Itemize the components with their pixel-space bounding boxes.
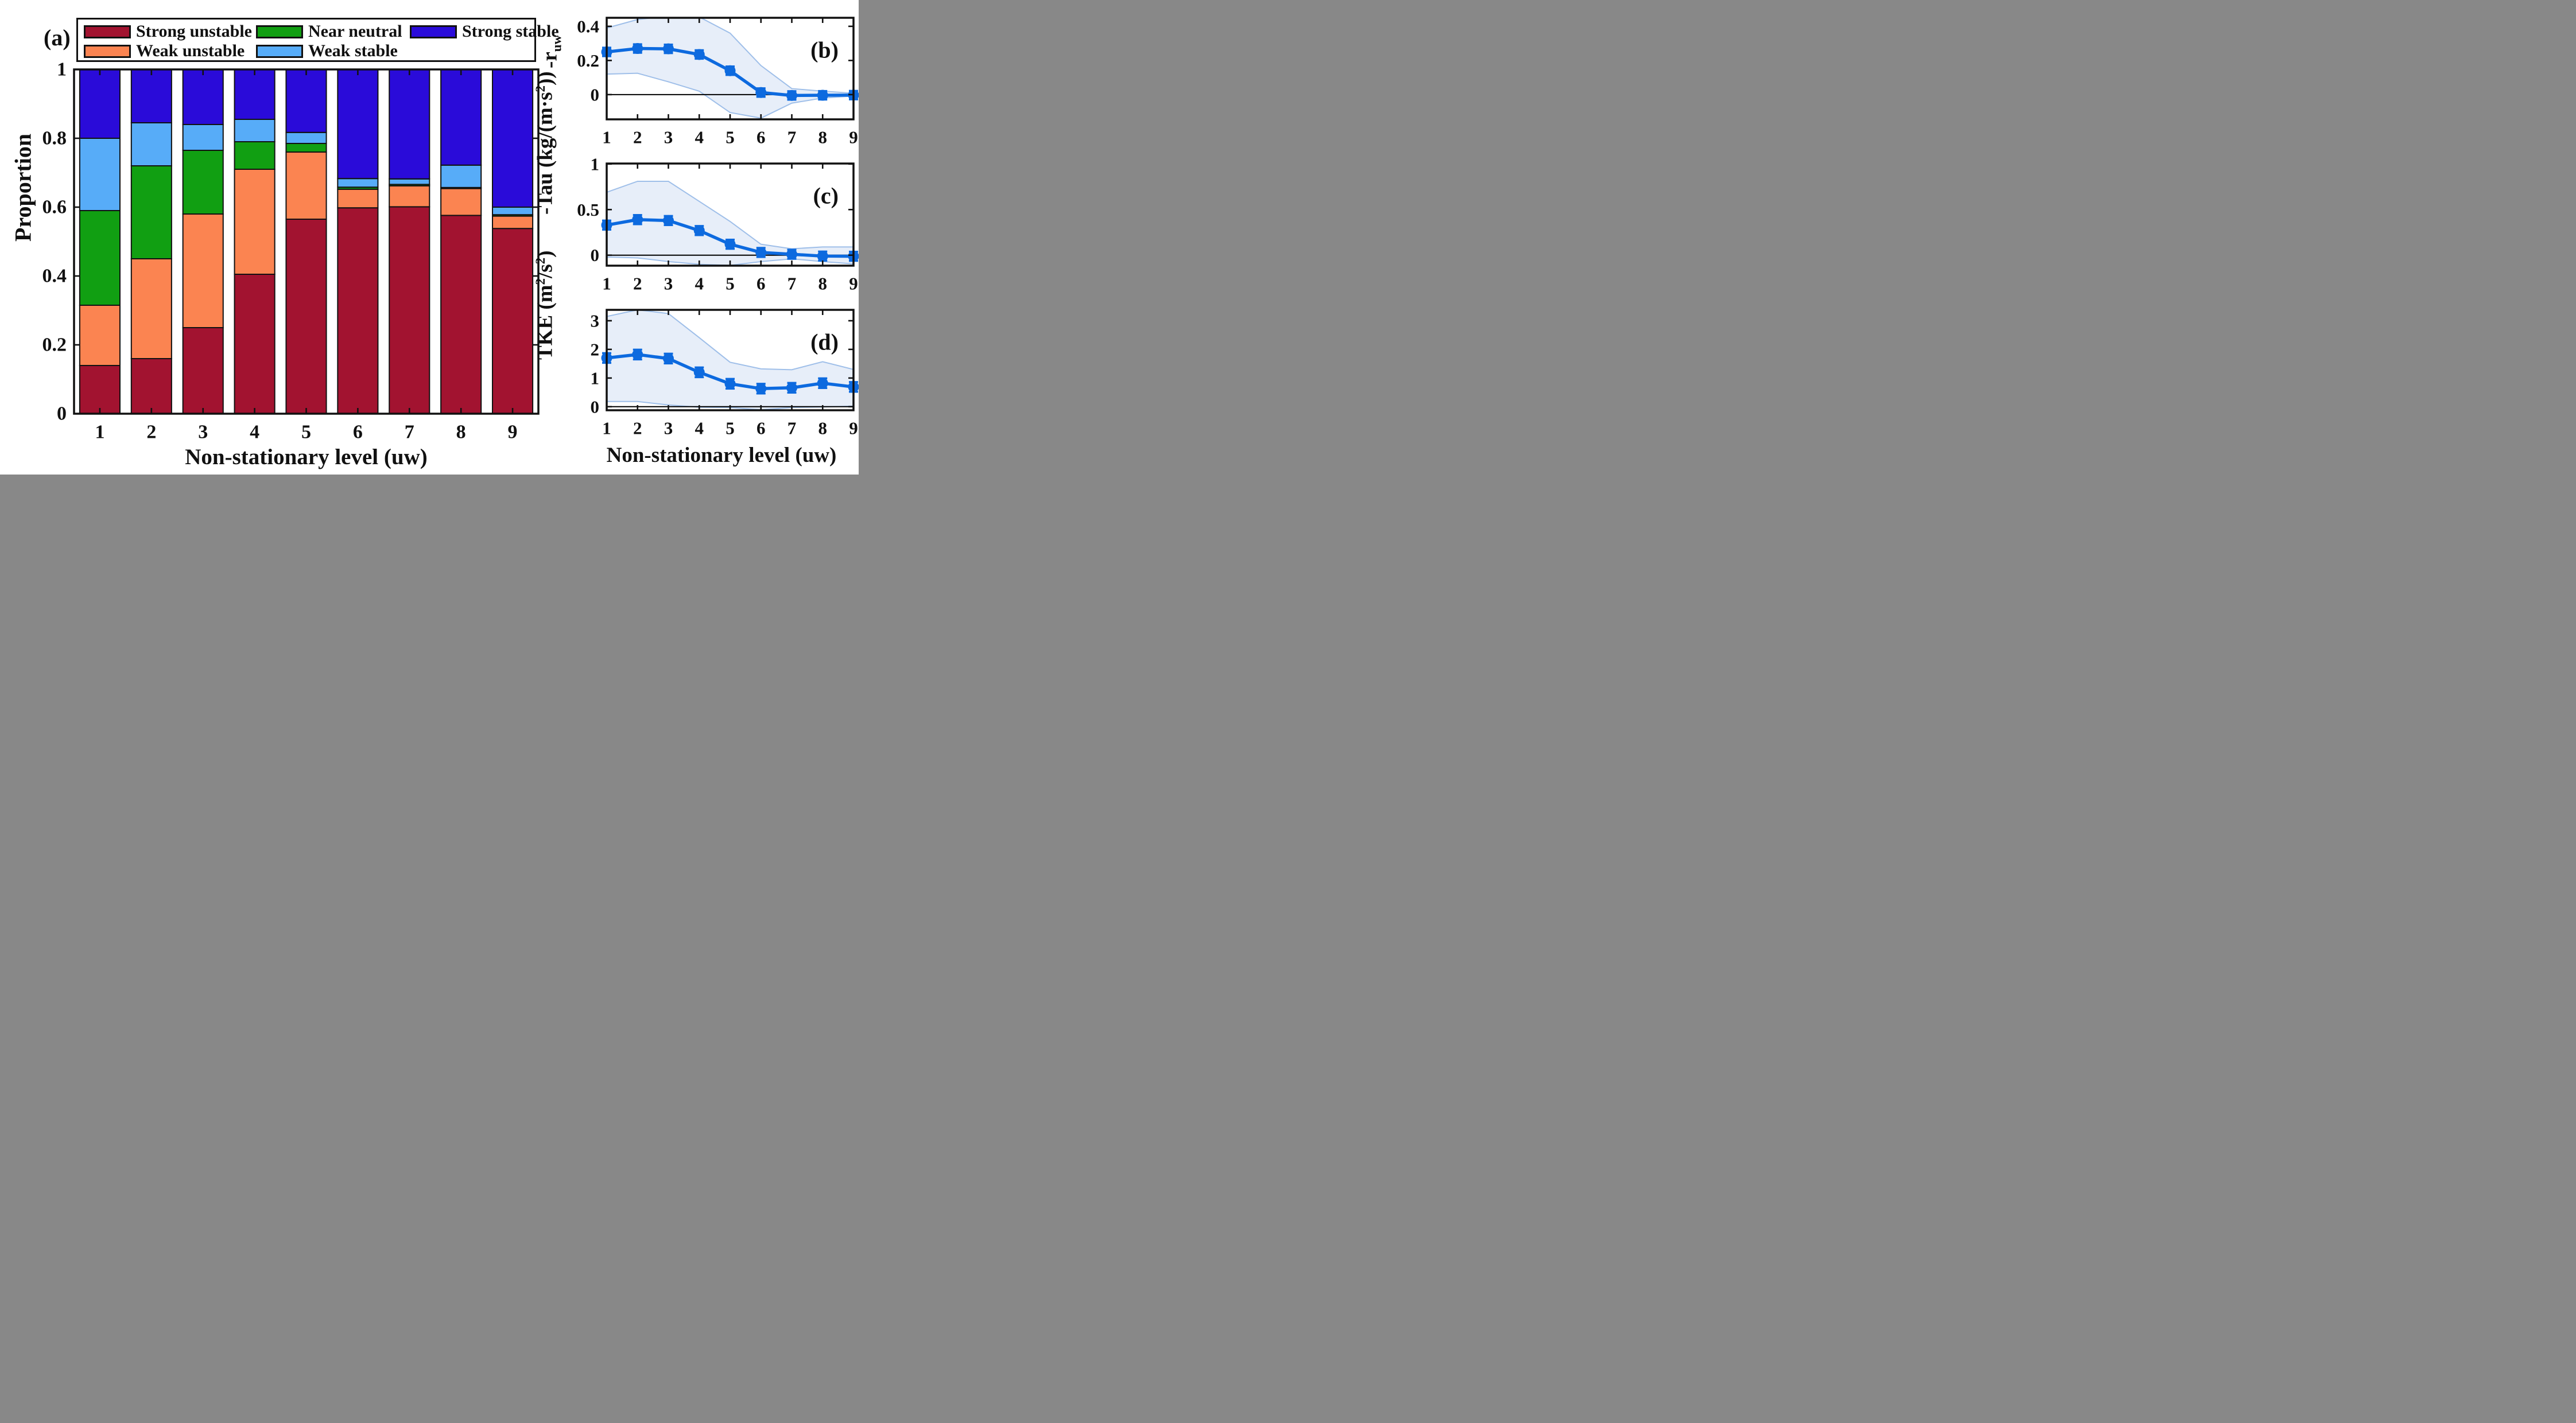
svg-text:(d): (d)	[810, 329, 839, 355]
svg-text:3: 3	[591, 310, 600, 331]
svg-text:7: 7	[787, 418, 797, 438]
svg-text:1: 1	[602, 418, 611, 438]
legend-label-weak-unstable: Weak unstable	[136, 41, 245, 60]
svg-text:0.6: 0.6	[42, 197, 67, 218]
svg-text:(c): (c)	[813, 183, 839, 209]
svg-text:7: 7	[405, 422, 414, 443]
legend-item-strong-unstable: Strong unstable	[84, 22, 256, 41]
svg-text:3: 3	[664, 274, 673, 294]
legend: Strong unstable Weak unstable Near neutr…	[76, 18, 559, 62]
ruw-line-chart: 0 0.2 0.4 1 2 3 4 5 6 7 8 9 (b)	[577, 16, 859, 147]
svg-text:1: 1	[602, 127, 611, 147]
svg-text:1: 1	[57, 59, 67, 80]
x-axis-label-d: Non-stationary level (uw)	[606, 444, 837, 467]
svg-text:0.2: 0.2	[577, 50, 599, 71]
legend-label-near-neutral: Near neutral	[308, 22, 402, 41]
svg-text:0.4: 0.4	[42, 266, 67, 287]
svg-text:5: 5	[726, 127, 735, 147]
svg-text:0: 0	[591, 396, 600, 417]
legend-swatch-weak-stable	[256, 44, 303, 58]
svg-text:8: 8	[456, 422, 466, 443]
svg-text:1: 1	[95, 422, 104, 443]
svg-text:9: 9	[849, 274, 858, 294]
tau-line-chart: 0 0.5 1 1 2 3 4 5 6 7 8 9 (c)	[577, 154, 859, 294]
svg-text:1: 1	[591, 368, 600, 388]
legend-swatch-strong-unstable	[84, 25, 131, 38]
svg-text:(b): (b)	[810, 37, 839, 63]
legend-swatch-near-neutral	[256, 25, 303, 38]
svg-text:1: 1	[602, 274, 611, 294]
svg-text:0: 0	[591, 84, 600, 104]
svg-text:5: 5	[726, 274, 735, 294]
svg-text:2: 2	[633, 274, 642, 294]
svg-text:6: 6	[756, 127, 766, 147]
legend-item-weak-stable: Weak stable	[256, 41, 410, 61]
svg-text:4: 4	[250, 422, 259, 443]
svg-text:4: 4	[695, 127, 704, 147]
svg-text:2: 2	[633, 418, 642, 438]
svg-text:1: 1	[591, 154, 600, 174]
svg-text:4: 4	[695, 274, 704, 294]
x-axis-label-a: Non-stationary level (uw)	[185, 445, 428, 469]
svg-text:0.8: 0.8	[42, 128, 67, 149]
legend-label-strong-stable: Strong stable	[462, 22, 559, 41]
svg-text:2: 2	[146, 422, 156, 443]
svg-text:5: 5	[726, 418, 735, 438]
svg-text:6: 6	[756, 418, 766, 438]
legend-label-strong-unstable: Strong unstable	[136, 22, 253, 41]
svg-text:8: 8	[818, 274, 828, 294]
panel-a-label: (a)	[44, 25, 71, 50]
svg-text:6: 6	[353, 422, 363, 443]
legend-label-weak-stable: Weak stable	[308, 41, 398, 60]
svg-text:0.4: 0.4	[577, 16, 599, 36]
svg-text:6: 6	[756, 274, 766, 294]
stacked-bar-chart: 0 0.2 0.4 0.6 0.8 1 1 2 3 4 5 6 7 8 9	[42, 59, 540, 443]
svg-text:4: 4	[695, 418, 704, 438]
legend-item-near-neutral: Near neutral	[256, 22, 410, 41]
svg-text:7: 7	[787, 127, 797, 147]
svg-text:7: 7	[787, 274, 797, 294]
svg-text:0: 0	[591, 245, 600, 265]
svg-text:3: 3	[664, 127, 673, 147]
legend-swatch-strong-stable	[410, 25, 457, 38]
svg-text:2: 2	[633, 127, 642, 147]
legend-item-weak-unstable: Weak unstable	[84, 41, 256, 61]
figure: (a) Strong unstable Weak unstable Near n…	[0, 0, 859, 475]
svg-text:0.2: 0.2	[42, 335, 67, 356]
svg-text:8: 8	[818, 127, 828, 147]
svg-text:0.5: 0.5	[577, 200, 599, 220]
legend-item-strong-stable: Strong stable	[410, 22, 559, 41]
svg-text:8: 8	[818, 418, 828, 438]
svg-text:3: 3	[198, 422, 208, 443]
svg-text:2: 2	[591, 339, 600, 359]
svg-text:3: 3	[664, 418, 673, 438]
svg-text:5: 5	[301, 422, 311, 443]
svg-text:9: 9	[508, 422, 518, 443]
svg-text:9: 9	[849, 127, 858, 147]
svg-text:0: 0	[57, 403, 67, 425]
svg-text:9: 9	[849, 418, 858, 438]
legend-swatch-weak-unstable	[84, 44, 131, 58]
